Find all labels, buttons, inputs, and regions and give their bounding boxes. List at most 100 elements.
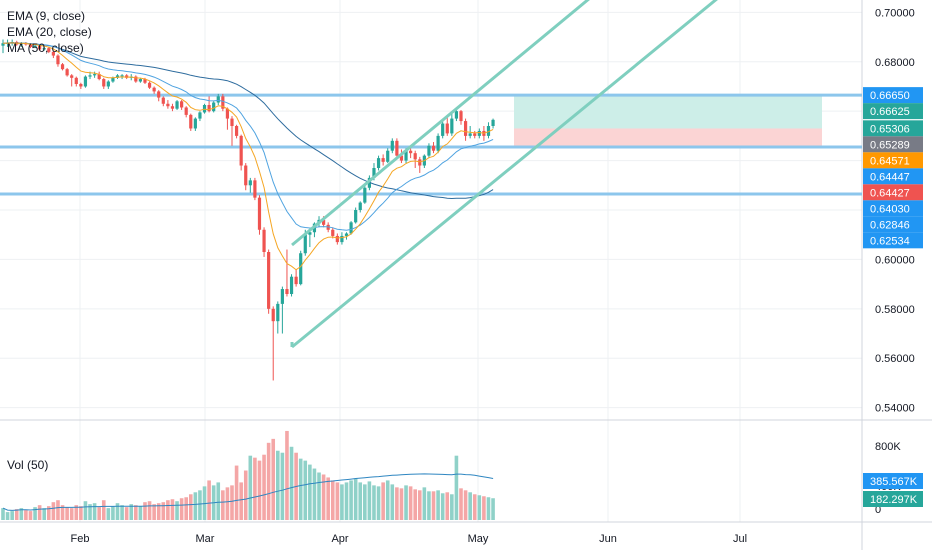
axes: 0.700000.680000.660000.640000.620000.600… xyxy=(71,7,915,545)
volume-bar-14 xyxy=(65,507,69,520)
volume-bar-31 xyxy=(143,502,147,520)
candle-body-50 xyxy=(230,118,234,126)
volume-bar-85 xyxy=(390,484,395,520)
candle-body-23 xyxy=(106,81,110,87)
volume-bar-32 xyxy=(147,501,152,520)
moving-averages xyxy=(2,42,494,271)
time-tick-label-1: Mar xyxy=(196,533,215,545)
candle-body-41 xyxy=(189,114,193,129)
candle-body-38 xyxy=(175,101,179,109)
price-tag-bg-7 xyxy=(863,200,923,217)
candle-body-49 xyxy=(225,108,230,119)
candle-body-12 xyxy=(56,55,60,65)
volume-bar-80 xyxy=(367,481,372,520)
price-tag-label-1: 0.66625 xyxy=(870,106,910,118)
candle-body-85 xyxy=(390,140,394,151)
volume-bar-13 xyxy=(60,505,65,520)
volume-bar-67 xyxy=(308,464,312,520)
candle-body-54 xyxy=(248,180,252,186)
volume-bar-61 xyxy=(280,452,285,520)
volume-bar-84 xyxy=(385,480,390,520)
volume-bar-79 xyxy=(363,484,367,520)
candle-body-104 xyxy=(477,130,481,136)
legend-ema9[interactable]: EMA (9, close) xyxy=(7,9,86,23)
volume-bar-5 xyxy=(24,510,28,520)
legend-ma50[interactable]: MA (50, close) xyxy=(7,41,84,55)
volume-bar-20 xyxy=(92,503,97,520)
candle-body-53 xyxy=(244,165,248,186)
volume-bar-86 xyxy=(395,487,399,520)
candle-body-86 xyxy=(395,140,399,156)
volume-bar-68 xyxy=(312,468,317,520)
volume-bar-28 xyxy=(129,504,134,520)
candle-body-74 xyxy=(340,235,344,243)
volume-bar-38 xyxy=(175,501,179,520)
volume-bar-3 xyxy=(14,509,19,520)
legend-volume[interactable]: Vol (50) xyxy=(7,458,49,472)
volume-bar-73 xyxy=(335,482,340,520)
candle-body-78 xyxy=(358,202,362,210)
volume-bar-103 xyxy=(472,494,477,520)
volume-bar-34 xyxy=(156,503,161,520)
price-tag-label-5: 0.64447 xyxy=(870,171,910,183)
volume-bar-107 xyxy=(491,498,495,520)
volume-tick-label-2: 0 xyxy=(875,504,881,516)
volume-tag-bg-1 xyxy=(863,491,923,507)
ema20-line xyxy=(3,42,494,231)
volume-bar-101 xyxy=(463,490,468,520)
price-tags: 0.66650 0.66625 0.65306 0.65289 0.64571 0.644… xyxy=(863,87,923,507)
candle-body-29 xyxy=(134,76,138,82)
time-tick-label-4: Jun xyxy=(599,533,617,545)
candle-body-15 xyxy=(70,75,74,78)
volume-bar-22 xyxy=(101,500,106,520)
candle-body-21 xyxy=(97,74,101,80)
candle-body-95 xyxy=(436,135,440,151)
candle-body-45 xyxy=(207,105,211,112)
volume-bar-94 xyxy=(431,491,436,520)
volume-bar-74 xyxy=(340,484,344,520)
candle-body-30 xyxy=(138,79,142,82)
volume-bar-83 xyxy=(381,482,385,520)
volume-bar-37 xyxy=(170,499,175,520)
candle-body-100 xyxy=(459,111,463,122)
price-tag-label-8: 0.62846 xyxy=(870,219,910,231)
volume-bar-56 xyxy=(257,460,262,520)
price-tag-label-7: 0.64030 xyxy=(870,203,910,215)
volume-bar-53 xyxy=(243,470,248,520)
volume-bar-54 xyxy=(248,455,253,520)
candle-body-16 xyxy=(74,77,78,84)
volume-bar-98 xyxy=(450,494,454,520)
candle-body-14 xyxy=(65,69,69,76)
volume-bar-76 xyxy=(349,480,353,520)
candle-body-107 xyxy=(491,119,495,126)
volume-bar-25 xyxy=(115,503,120,520)
candle-body-7 xyxy=(33,45,37,47)
volume-bar-77 xyxy=(353,478,358,520)
candle-body-8 xyxy=(38,45,42,50)
volume-bars xyxy=(1,430,495,520)
candle-body-22 xyxy=(102,79,106,87)
candle-body-77 xyxy=(354,210,358,223)
candle-body-55 xyxy=(253,180,257,198)
candle-body-63 xyxy=(289,276,294,294)
volume-bar-12 xyxy=(56,500,60,520)
candle-body-59 xyxy=(271,308,275,322)
candle-body-10 xyxy=(47,48,51,52)
candle-body-93 xyxy=(427,145,431,156)
volume-bar-91 xyxy=(417,490,422,520)
volume-bar-62 xyxy=(285,430,289,520)
candle-body-0 xyxy=(1,43,5,46)
volume-bar-78 xyxy=(358,482,363,520)
volume-bar-40 xyxy=(184,497,188,520)
legend-ema20[interactable]: EMA (20, close) xyxy=(7,25,92,39)
candle-body-36 xyxy=(166,103,170,107)
volume-bar-29 xyxy=(134,505,138,520)
candle-body-25 xyxy=(115,75,120,78)
candle-body-42 xyxy=(193,118,197,129)
candle-body-75 xyxy=(344,233,349,236)
price-tick-label-1: 0.68000 xyxy=(875,57,915,69)
price-tick-label-0: 0.70000 xyxy=(875,7,915,19)
candle-body-31 xyxy=(143,79,147,83)
